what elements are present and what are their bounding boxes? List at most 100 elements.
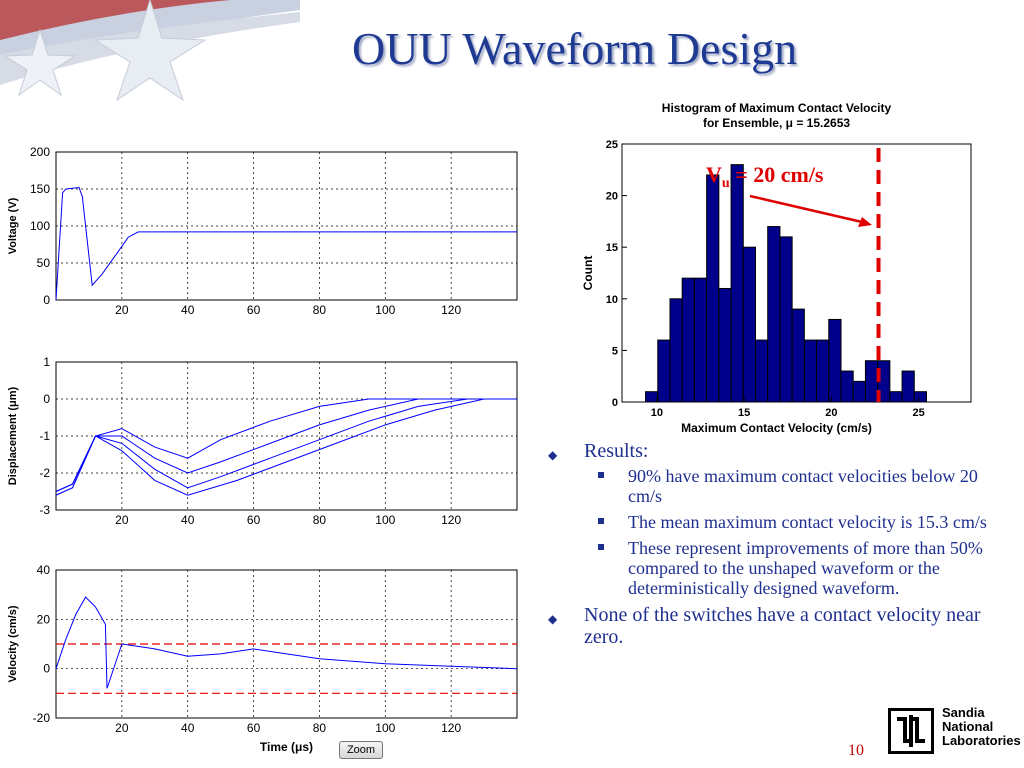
displacement-chart: 20 40 60 80 100 120 -3 -2 -1 0 1 Displacement (μm)	[7, 355, 518, 527]
histogram-bar	[730, 164, 744, 403]
results-bullets: ◆ Results: 90% have maximum contact velo…	[548, 440, 1008, 652]
histogram-bar	[828, 318, 842, 403]
y-tick-label: 1	[43, 355, 50, 369]
page-number: 10	[848, 742, 864, 759]
histogram-bar	[681, 277, 695, 403]
histogram-chart: Histogram of Maximum Contact Velocityfor…	[581, 101, 972, 435]
sub-bullet-text: 90% have maximum contact velocities belo…	[628, 466, 978, 506]
histogram-bar	[657, 339, 671, 403]
sub-bullet: The mean maximum contact velocity is 15.…	[548, 512, 1008, 532]
y-tick-label: 25	[606, 139, 618, 151]
x-tick-label: 80	[313, 303, 327, 317]
y-axis-label: Count	[581, 256, 595, 291]
series-line	[55, 398, 517, 496]
histogram-bar	[913, 391, 928, 403]
x-tick-label: 25	[913, 407, 925, 419]
x-tick-label: 40	[181, 303, 195, 317]
x-tick-label: 120	[441, 303, 461, 317]
x-tick-label: 40	[181, 721, 195, 735]
y-tick-label: 15	[606, 242, 618, 254]
y-tick-label: 20	[37, 612, 51, 626]
histogram-bar	[718, 287, 732, 403]
bullet-none: ◆ None of the switches have a contact ve…	[548, 604, 1008, 648]
thunderbird-icon	[888, 708, 934, 754]
histogram-bar	[852, 380, 866, 403]
sub-bullet-text: These represent improvements of more tha…	[628, 538, 983, 598]
slide-title: OUU Waveform Design	[352, 23, 798, 74]
histogram-bar	[791, 308, 805, 403]
sandia-logo: Sandia National Laboratories	[884, 706, 1021, 762]
x-tick-label: 80	[313, 513, 327, 527]
square-bullet-icon	[598, 544, 604, 550]
x-tick-label: 100	[375, 721, 395, 735]
y-tick-label: 40	[37, 563, 51, 577]
histogram-bar	[889, 391, 903, 403]
logo-text: Sandia National Laboratories	[942, 706, 1021, 748]
y-axis-label: Velocity (cm/s)	[7, 605, 19, 682]
arrow-head-icon	[858, 217, 872, 227]
flag-star-graphic	[0, 0, 300, 102]
velocity-chart: 20 40 60 80 100 120 -20 0 20 40 Velocity (cm/s) Tim…	[7, 563, 518, 754]
x-tick-label: 60	[247, 303, 261, 317]
voltage-chart: 20 40 60 80 100 120 0 50 100 150 200 Voltage (V)	[7, 145, 518, 317]
x-tick-label: 20	[115, 721, 129, 735]
y-tick-label: -2	[39, 466, 50, 480]
histogram-bar	[901, 370, 915, 403]
histogram-bar	[754, 339, 769, 403]
bullet-results: ◆ Results:	[548, 440, 1008, 462]
histogram-bar	[693, 277, 708, 403]
x-tick-label: 15	[738, 407, 750, 419]
x-axis-label: Maximum Contact Velocity (cm/s)	[681, 421, 872, 435]
y-tick-label: 200	[30, 145, 50, 159]
series-line	[55, 596, 518, 689]
y-tick-label: 20	[606, 191, 618, 203]
chart-subtitle: for Ensemble, μ = 15.2653	[703, 116, 850, 130]
histogram-bar	[779, 236, 793, 403]
x-tick-label: 120	[441, 513, 461, 527]
histogram-bar	[840, 370, 854, 403]
x-tick-label: 60	[247, 513, 261, 527]
x-tick-label: 100	[375, 513, 395, 527]
y-tick-label: 150	[30, 182, 50, 196]
histogram-bar	[742, 246, 756, 403]
logo-line-1: Sandia	[942, 705, 985, 720]
x-tick-label: 60	[247, 721, 261, 735]
histogram-bar	[706, 174, 720, 403]
diamond-bullet-icon: ◆	[548, 448, 558, 462]
x-tick-label: 20	[115, 513, 129, 527]
y-tick-label: 0	[43, 392, 50, 406]
y-tick-label: 0	[43, 662, 50, 676]
x-tick-label: 10	[651, 407, 663, 419]
logo-line-3: Laboratories	[942, 733, 1021, 748]
histogram-bar	[816, 339, 830, 403]
zoom-button[interactable]: Zoom	[339, 741, 383, 759]
annotation-arrow	[749, 194, 863, 224]
y-tick-label: 10	[606, 294, 618, 306]
y-tick-label: 0	[612, 397, 618, 409]
y-tick-label: -3	[39, 503, 50, 517]
x-tick-label: 100	[375, 303, 395, 317]
series-line	[55, 186, 517, 301]
sub-bullet-text: The mean maximum contact velocity is 15.…	[628, 512, 987, 532]
y-tick-label: 0	[43, 293, 50, 307]
threshold-annotation: Vu = 20 cm/s	[706, 162, 824, 191]
histogram-bar	[803, 339, 818, 403]
y-tick-label: -1	[39, 429, 50, 443]
square-bullet-icon	[598, 472, 604, 478]
x-tick-label: 20	[825, 407, 837, 419]
logo-line-2: National	[942, 719, 994, 734]
diamond-bullet-icon: ◆	[548, 612, 558, 626]
x-tick-label: 40	[181, 513, 195, 527]
chart-title: Histogram of Maximum Contact Velocity	[662, 101, 892, 115]
y-tick-label: 50	[37, 256, 51, 270]
histogram-bar	[767, 226, 781, 403]
sub-bullet: 90% have maximum contact velocities belo…	[548, 466, 1008, 506]
bullet-none-text: None of the switches have a contact velo…	[584, 604, 981, 648]
x-axis-label: Time (μs)	[260, 740, 313, 754]
y-tick-label: 100	[30, 219, 50, 233]
sub-bullet: These represent improvements of more tha…	[548, 538, 1008, 598]
y-tick-label: -20	[33, 711, 51, 725]
x-tick-label: 120	[441, 721, 461, 735]
histogram-bar	[645, 391, 659, 403]
y-axis-label: Voltage (V)	[7, 197, 19, 254]
